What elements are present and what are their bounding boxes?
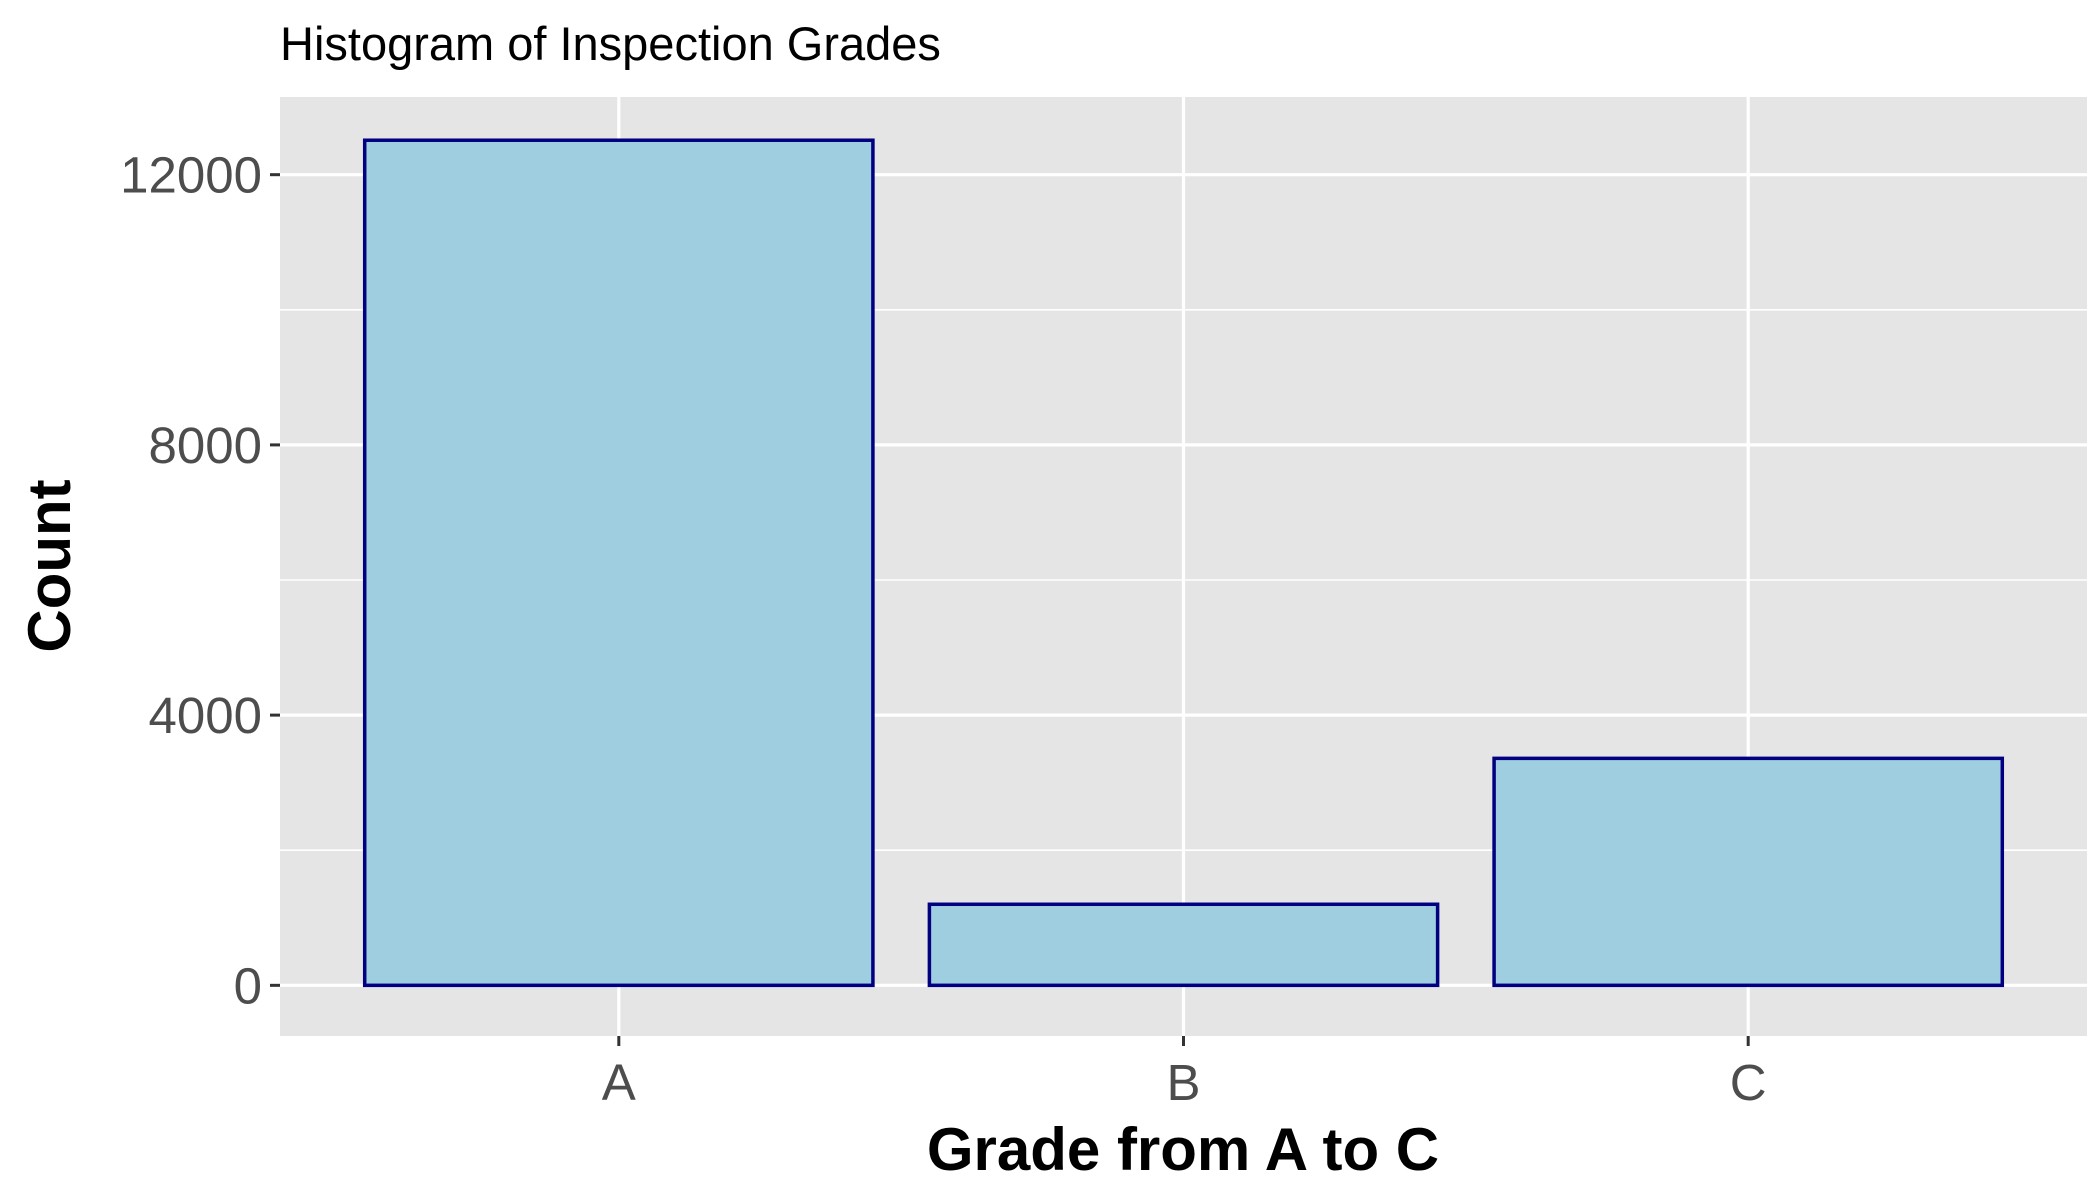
bar-A [362, 138, 875, 988]
chart-title: Histogram of Inspection Grades [280, 17, 941, 70]
bar-C [1492, 756, 2005, 988]
x-axis-title: Grade from A to C [927, 1116, 1439, 1183]
y-tick-label: 0 [234, 957, 262, 1014]
bar-B [927, 902, 1440, 988]
bars [362, 138, 2005, 988]
x-axis: A B C [602, 1036, 1767, 1111]
y-tick-label: 12000 [120, 147, 262, 204]
y-axis: 0 4000 8000 12000 [120, 147, 280, 1014]
x-tick-label-B: B [1166, 1054, 1200, 1111]
y-tick-label: 4000 [149, 687, 262, 744]
x-tick-label-C: C [1730, 1054, 1767, 1111]
y-axis-title: Count [16, 479, 83, 652]
y-tick-label: 8000 [149, 417, 262, 474]
x-tick-label-A: A [602, 1054, 636, 1111]
